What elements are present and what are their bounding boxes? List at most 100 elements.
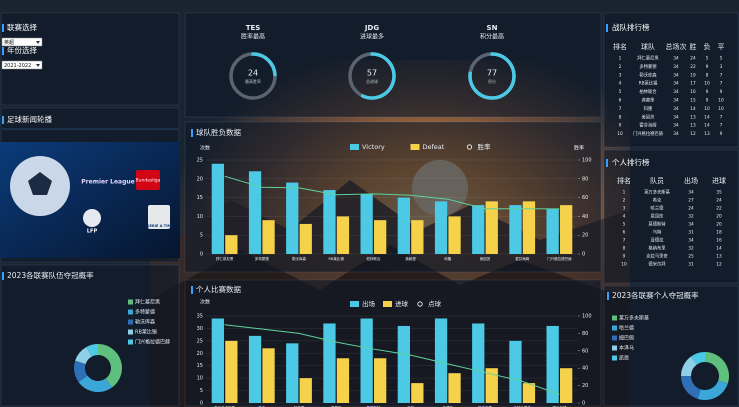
bar [560, 205, 573, 254]
table-cell: 5 [623, 222, 626, 228]
x-tick-label: 拜仁慕尼黑 [216, 256, 234, 261]
legend-swatch [612, 355, 617, 361]
gauge-team: SN [487, 24, 498, 32]
table-header: 排名 [617, 176, 631, 185]
season-select[interactable]: 2021-2022 [1, 60, 43, 70]
legend-swatch [350, 144, 359, 150]
table-cell: 3 [623, 206, 626, 212]
gauge-arc [360, 52, 396, 100]
table-cell: 格纳布里 [648, 245, 666, 252]
table-header: 球队 [641, 42, 655, 51]
bar [225, 340, 238, 403]
legend-swatch [128, 329, 133, 335]
table-cell: 25 [688, 254, 694, 260]
x-tick-label: 格纳布里 [478, 405, 492, 407]
bar [472, 323, 485, 403]
legend-label: RB莱比锡 [135, 329, 157, 336]
y2-tick-label: 80 [582, 331, 588, 337]
table-cell: 勒沃库森 [639, 71, 657, 78]
select-box[interactable] [1, 60, 43, 70]
player-ranking-title: 个人排行榜 [612, 157, 650, 167]
table-cell: 亚德拉 [651, 237, 665, 244]
legend-swatch [612, 315, 617, 321]
logo-badge [148, 205, 170, 229]
x-tick-label: 科隆 [444, 256, 452, 261]
pie-slice [690, 352, 705, 365]
y2-tick-label: 100 [582, 314, 592, 320]
bar [323, 323, 336, 403]
bar [360, 318, 373, 403]
table-cell: 1 [619, 56, 622, 62]
table-cell: 20 [716, 214, 722, 220]
league-select[interactable]: 英超 [1, 37, 43, 47]
table-cell: 27 [688, 198, 694, 204]
title-marker [607, 292, 609, 300]
table-cell: 34 [673, 131, 679, 137]
league-value[interactable]: 英超 [4, 39, 14, 46]
x-tick-label: 亚德拉 [443, 405, 454, 407]
bar [248, 171, 262, 254]
bar [509, 205, 522, 254]
title-marker [2, 47, 4, 55]
bar [522, 201, 536, 254]
x-tick-label: 恩昆库 [331, 405, 342, 407]
y-tick-label: 20 [197, 176, 203, 182]
table-cell: 9 [720, 89, 723, 95]
bar [323, 190, 336, 254]
table-cell: 5 [619, 89, 622, 95]
bar [262, 348, 275, 403]
table-cell: 34 [673, 106, 679, 112]
legend-swatch [128, 319, 133, 325]
y-tick-label: 15 [197, 363, 203, 369]
bar [472, 205, 485, 254]
table-cell: 6 [623, 230, 626, 236]
line [224, 324, 560, 395]
table-header: 进球 [712, 176, 726, 185]
bar [374, 220, 387, 254]
table-cell: 弗赖堡 [642, 97, 656, 104]
table-cell: 1 [623, 190, 626, 196]
legend-label: 姆巴佩 [619, 335, 634, 342]
table-cell: 7 [619, 106, 622, 112]
bar [546, 208, 559, 254]
table-cell: 32 [688, 246, 694, 252]
table-cell: 13 [690, 123, 696, 129]
gauge-caption: 积分最高 [480, 33, 504, 41]
line [224, 175, 560, 210]
gauge-value: 24 [248, 69, 258, 78]
table-cell: 20 [716, 222, 722, 228]
table-cell: 4 [623, 214, 626, 220]
bar [485, 201, 498, 254]
bar [211, 163, 224, 254]
legend-label: 点球 [428, 299, 442, 308]
table-cell: 15 [690, 98, 696, 104]
table-cell: 31 [688, 230, 694, 236]
pie-slice [697, 380, 728, 400]
pie-slice [98, 344, 123, 388]
x-tick-label: 勒沃库森 [292, 256, 306, 261]
title-marker [2, 116, 4, 124]
x-tick-label: 多特蒙德 [255, 256, 269, 261]
table-cell: 17 [690, 81, 696, 87]
y2-tick-label: 60 [582, 348, 588, 354]
y2-tick-label: 60 [582, 195, 588, 201]
table-cell: 乌特 [653, 229, 662, 236]
legend-swatch [128, 339, 133, 345]
table-cell: 10 [617, 131, 623, 137]
table-cell: 34 [688, 238, 694, 244]
bar [509, 340, 522, 403]
table-cell: 10 [621, 262, 627, 268]
table-cell: 7 [720, 72, 723, 78]
table-cell: 9 [706, 98, 709, 104]
select-box[interactable] [1, 37, 43, 47]
season-value[interactable]: 2021-2022 [4, 63, 31, 69]
y-tick-label: 25 [197, 338, 203, 344]
pie-slice [74, 360, 88, 383]
table-cell: 22 [716, 206, 722, 212]
table-cell: 希克 [653, 197, 662, 204]
table-cell: 34 [673, 72, 679, 78]
gauge-note: 积分 [488, 78, 496, 84]
legend-label: 拜仁慕尼黑 [135, 299, 160, 306]
table-cell: 10 [704, 81, 710, 87]
